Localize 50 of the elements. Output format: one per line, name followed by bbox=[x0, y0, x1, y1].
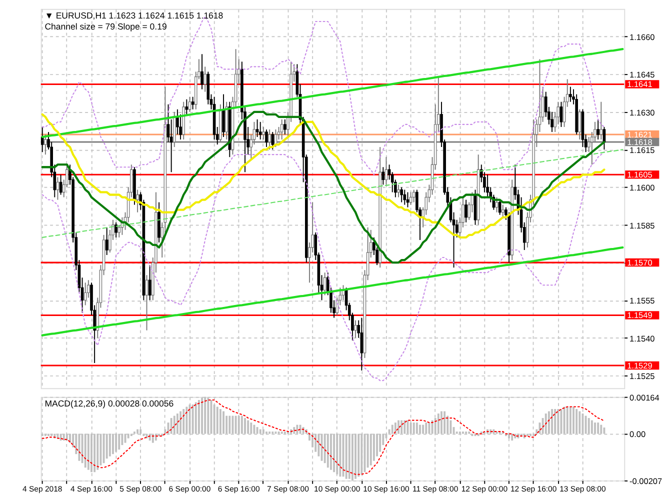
candlestick bbox=[382, 166, 385, 186]
candlestick bbox=[84, 282, 87, 306]
candlestick bbox=[105, 226, 108, 256]
x-tick-label: 5 Sep 08:00 bbox=[120, 484, 162, 494]
x-tick-label: 13 Sep 08:00 bbox=[560, 484, 606, 494]
x-tick-label: 11 Sep 08:00 bbox=[412, 484, 459, 494]
candlestick bbox=[397, 184, 400, 198]
candlestick bbox=[412, 189, 416, 203]
line-series bbox=[42, 399, 605, 475]
candlestick bbox=[400, 186, 403, 203]
candlestick bbox=[501, 204, 504, 218]
candlestick bbox=[136, 189, 139, 213]
candlestick bbox=[179, 114, 182, 140]
candlestick bbox=[271, 131, 274, 150]
chart-title: MACD(12,26,9) 0.00028 0.00056 bbox=[44, 398, 174, 409]
chart-title: ▼ EURUSD,H1 1.1623 1.1624 1.1615 1.1618 bbox=[44, 10, 224, 21]
candlestick bbox=[258, 121, 262, 140]
candlestick bbox=[596, 118, 600, 140]
line-series bbox=[41, 110, 606, 264]
candlestick bbox=[464, 199, 468, 223]
candlestick bbox=[284, 118, 286, 135]
line-series bbox=[41, 113, 606, 239]
candlestick bbox=[114, 222, 118, 238]
candlestick bbox=[569, 86, 572, 102]
candlestick bbox=[265, 128, 268, 148]
candlestick bbox=[200, 54, 204, 90]
candlestick bbox=[40, 126, 44, 153]
line-series bbox=[42, 152, 605, 382]
x-tick-label: 10 Sep 16:00 bbox=[363, 484, 410, 494]
candlestick bbox=[560, 101, 563, 128]
x-tick-label: 6 Sep 00:00 bbox=[168, 484, 212, 494]
x-tick-label: 4 Sep 2018 bbox=[22, 484, 62, 494]
candlestick bbox=[204, 66, 206, 92]
x-tick-label: 6 Sep 16:00 bbox=[218, 484, 260, 494]
candlestick bbox=[403, 189, 406, 206]
candlestick bbox=[360, 317, 364, 372]
x-tick-label: 7 Sep 08:00 bbox=[267, 484, 310, 494]
candlestick bbox=[354, 320, 357, 338]
candlestick bbox=[222, 94, 225, 138]
text: Channel size = 79 Slope = 0.19 bbox=[44, 21, 167, 32]
x-tick-label: 4 Sep 16:00 bbox=[70, 484, 114, 494]
x-tick-label: 12 Sep 00:00 bbox=[461, 484, 508, 494]
candlestick bbox=[256, 118, 259, 138]
candlestick bbox=[550, 111, 554, 132]
x-tick-label: 10 Sep 00:00 bbox=[314, 484, 361, 494]
line-series bbox=[42, 149, 624, 238]
line-series bbox=[41, 246, 624, 336]
candlestick bbox=[44, 134, 47, 156]
x-tick-label: 12 Sep 16:00 bbox=[510, 484, 558, 494]
candlestick bbox=[280, 118, 284, 140]
